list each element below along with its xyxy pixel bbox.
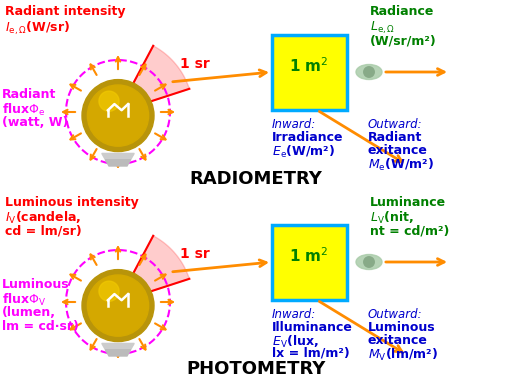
Text: Radiant: Radiant	[368, 131, 422, 144]
Text: Luminous: Luminous	[368, 321, 436, 334]
Text: (lumen,: (lumen,	[2, 306, 56, 319]
Text: RADIOMETRY: RADIOMETRY	[189, 170, 323, 188]
Circle shape	[82, 79, 154, 152]
Text: Inward:: Inward:	[272, 118, 316, 131]
Text: Outward:: Outward:	[368, 308, 422, 321]
Text: $\it{I}$$_\mathrm{e,\Omega}$(W/sr): $\it{I}$$_\mathrm{e,\Omega}$(W/sr)	[5, 20, 70, 37]
Text: Luminous: Luminous	[2, 278, 70, 291]
Circle shape	[88, 275, 148, 336]
Text: Radiant intensity: Radiant intensity	[5, 5, 125, 18]
Circle shape	[88, 85, 148, 146]
Text: (watt, W): (watt, W)	[2, 116, 69, 129]
Text: 1 m$^2$: 1 m$^2$	[289, 57, 329, 75]
Text: $\it{E}$$_\mathrm{V}$(lux,: $\it{E}$$_\mathrm{V}$(lux,	[272, 334, 319, 350]
Text: exitance: exitance	[368, 144, 428, 157]
Text: $\it{L}$$_\mathrm{e,\Omega}$: $\it{L}$$_\mathrm{e,\Omega}$	[370, 20, 395, 36]
Text: flux$\it{\Phi}$$_\mathrm{V}$: flux$\it{\Phi}$$_\mathrm{V}$	[2, 292, 47, 308]
Bar	[272, 225, 347, 300]
Polygon shape	[102, 153, 134, 160]
Text: 1 sr: 1 sr	[180, 247, 210, 261]
Text: Luminous intensity: Luminous intensity	[5, 196, 139, 209]
Polygon shape	[118, 236, 189, 302]
Text: 1 m$^2$: 1 m$^2$	[289, 247, 329, 265]
Circle shape	[364, 67, 374, 77]
Text: lx = lm/m²): lx = lm/m²)	[272, 347, 350, 360]
Ellipse shape	[356, 255, 382, 270]
Circle shape	[364, 257, 374, 267]
Text: Luminance: Luminance	[370, 196, 446, 209]
Text: (W/sr/m²): (W/sr/m²)	[370, 34, 437, 47]
Polygon shape	[105, 160, 131, 166]
Polygon shape	[118, 46, 189, 112]
Text: lm = cd·sr): lm = cd·sr)	[2, 320, 79, 333]
Polygon shape	[105, 350, 131, 356]
Text: $\it{M}$$_\mathrm{V}$(lm/m²): $\it{M}$$_\mathrm{V}$(lm/m²)	[368, 347, 438, 363]
Text: $\it{I}$$_\mathrm{V}$(candela,: $\it{I}$$_\mathrm{V}$(candela,	[5, 210, 81, 226]
Circle shape	[82, 270, 154, 342]
Text: 1 sr: 1 sr	[180, 57, 210, 71]
Text: PHOTOMETRY: PHOTOMETRY	[186, 360, 326, 378]
Text: Irradiance: Irradiance	[272, 131, 344, 144]
Text: $\it{L}$$_\mathrm{V}$(nit,: $\it{L}$$_\mathrm{V}$(nit,	[370, 210, 414, 226]
Ellipse shape	[356, 65, 382, 79]
Text: Outward:: Outward:	[368, 118, 422, 131]
Text: nt = cd/m²): nt = cd/m²)	[370, 224, 450, 237]
Text: Inward:: Inward:	[272, 308, 316, 321]
Text: Radiance: Radiance	[370, 5, 434, 18]
Text: $\it{M}$$_\mathrm{e}$(W/m²): $\it{M}$$_\mathrm{e}$(W/m²)	[368, 157, 434, 173]
Text: $\it{E}$$_\mathrm{e}$(W/m²): $\it{E}$$_\mathrm{e}$(W/m²)	[272, 144, 335, 160]
Circle shape	[99, 281, 119, 301]
Bar	[272, 35, 347, 110]
Text: cd = lm/sr): cd = lm/sr)	[5, 224, 82, 237]
Text: Radiant: Radiant	[2, 88, 56, 101]
Polygon shape	[102, 343, 134, 350]
Text: exitance: exitance	[368, 334, 428, 347]
Text: flux$\it{\Phi}_\mathrm{e}$: flux$\it{\Phi}_\mathrm{e}$	[2, 102, 46, 118]
Text: Illuminance: Illuminance	[272, 321, 353, 334]
Circle shape	[99, 91, 119, 111]
